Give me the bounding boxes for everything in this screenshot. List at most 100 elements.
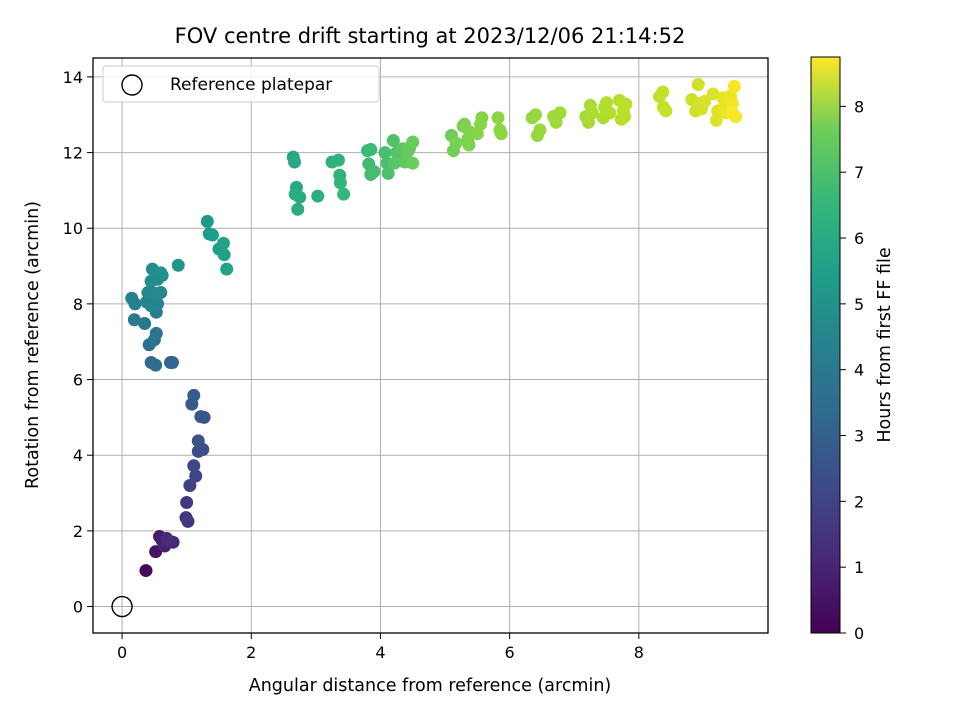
data-point — [381, 166, 395, 180]
data-point — [217, 248, 231, 262]
data-point — [293, 190, 307, 204]
data-point — [197, 410, 211, 424]
y-axis-ticks: 0 2 4 6 8 10 12 14 — [63, 68, 93, 617]
data-point — [386, 133, 400, 147]
data-point — [331, 153, 345, 167]
data-point — [187, 388, 201, 402]
data-point — [191, 434, 205, 448]
colorbar-tick-label: 8 — [854, 97, 864, 116]
colorbar-tick-label: 0 — [854, 624, 864, 643]
colorbar: 0 1 2 3 4 5 6 7 8 Hours from first FF file — [810, 56, 895, 643]
data-point — [656, 85, 670, 99]
data-point — [585, 106, 599, 120]
data-point — [220, 262, 234, 276]
data-points — [125, 77, 743, 578]
chart-title: FOV centre drift starting at 2023/12/06 … — [175, 24, 686, 48]
data-point — [139, 564, 153, 578]
data-point — [187, 459, 201, 473]
legend-label: Reference platepar — [170, 75, 332, 95]
data-point — [154, 286, 168, 300]
colorbar-tick-label: 6 — [854, 229, 864, 248]
data-point — [619, 97, 633, 111]
colorbar-tick-label: 7 — [854, 163, 864, 182]
data-point — [189, 469, 203, 483]
data-point — [165, 356, 179, 370]
y-tick-label: 0 — [73, 598, 83, 617]
data-point — [138, 317, 152, 331]
data-point — [151, 297, 165, 311]
data-point — [311, 189, 325, 203]
y-tick-label: 8 — [73, 295, 83, 314]
data-point — [553, 106, 567, 120]
plot-frame — [92, 57, 769, 634]
x-tick-label: 8 — [634, 643, 644, 662]
legend: Reference platepar — [102, 65, 380, 103]
data-point — [709, 113, 723, 127]
data-point — [698, 95, 712, 109]
colorbar-tick-label: 5 — [854, 295, 864, 314]
legend-marker-icon — [121, 74, 143, 96]
colorbar-tick-label: 3 — [854, 427, 864, 446]
x-tick-label: 0 — [117, 643, 127, 662]
data-point — [127, 313, 141, 327]
reference-marker — [111, 595, 133, 618]
x-tick-label: 2 — [246, 643, 256, 662]
data-point — [216, 236, 230, 250]
y-tick-label: 12 — [63, 144, 83, 163]
colorbar-tick-label: 4 — [854, 361, 864, 380]
legend-box — [102, 65, 380, 103]
data-point — [725, 96, 739, 110]
y-tick-label: 2 — [73, 522, 83, 541]
data-point — [475, 111, 489, 125]
y-tick-label: 4 — [73, 446, 83, 465]
data-point — [183, 478, 197, 492]
colorbar-label: Hours from first FF file — [875, 247, 895, 442]
colorbar-gradient — [810, 56, 841, 634]
x-tick-label: 4 — [375, 643, 385, 662]
data-point — [406, 135, 420, 149]
data-point — [149, 326, 163, 340]
grid-lines — [93, 58, 768, 633]
data-point — [160, 531, 174, 545]
data-point — [205, 228, 219, 242]
data-point — [528, 108, 542, 122]
data-point — [364, 143, 378, 157]
data-point — [154, 266, 168, 280]
x-tick-label: 6 — [505, 643, 515, 662]
data-point — [291, 202, 305, 216]
y-tick-label: 14 — [63, 68, 83, 87]
data-point — [691, 77, 705, 91]
data-point — [181, 514, 195, 528]
y-tick-label: 10 — [63, 219, 83, 238]
y-axis-label: Rotation from reference (arcmin) — [23, 201, 43, 489]
data-point — [449, 136, 463, 150]
data-point — [533, 123, 547, 137]
data-point — [727, 79, 741, 93]
data-point — [600, 96, 614, 110]
data-point — [494, 127, 508, 141]
x-axis-ticks: 0 2 4 6 8 — [117, 633, 644, 662]
data-point — [288, 155, 302, 169]
data-point — [333, 176, 347, 190]
colorbar-tick-label: 2 — [854, 492, 864, 511]
colorbar-tick-label: 1 — [854, 558, 864, 577]
data-point — [388, 156, 402, 170]
data-point — [618, 110, 632, 124]
data-point — [659, 104, 673, 118]
reference-platepar-point — [111, 595, 133, 618]
data-point — [180, 495, 194, 509]
data-point — [462, 138, 476, 152]
data-point — [200, 214, 214, 228]
data-point — [171, 258, 185, 272]
x-axis-label: Angular distance from reference (arcmin) — [249, 676, 612, 696]
data-point — [406, 156, 420, 170]
colorbar-ticks: 0 1 2 3 4 5 6 7 8 — [840, 97, 864, 643]
data-point — [378, 146, 392, 160]
data-point — [149, 358, 163, 372]
y-tick-label: 6 — [73, 371, 83, 390]
data-point — [367, 164, 381, 178]
data-point — [603, 106, 617, 120]
data-point — [725, 106, 739, 120]
data-point — [491, 111, 505, 125]
